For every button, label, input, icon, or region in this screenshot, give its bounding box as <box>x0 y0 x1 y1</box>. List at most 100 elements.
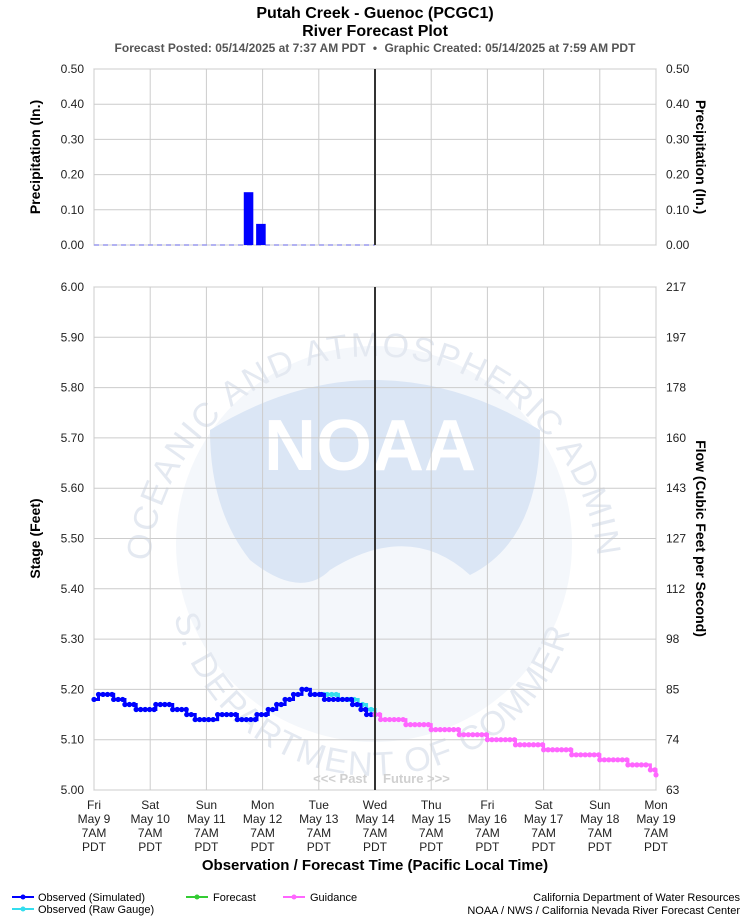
series-point-guidance <box>442 727 448 733</box>
x-tick-line: PDT <box>475 840 500 854</box>
x-tick-line: May 11 <box>187 812 226 826</box>
series-point-observed-simulated <box>278 701 284 708</box>
series-point-observed-simulated <box>133 706 139 713</box>
series-point-guidance <box>554 747 560 753</box>
y-tick-label-right: 178 <box>666 381 686 395</box>
series-point-observed-simulated <box>295 691 301 698</box>
series-point-observed-simulated <box>335 696 341 703</box>
y-tick-label-right: 112 <box>666 582 685 596</box>
x-tick-label: Sat May 10 7AM PDT <box>131 798 171 854</box>
series-point-observed-simulated <box>299 686 305 693</box>
series-point-observed-simulated <box>122 701 128 708</box>
series-point-guidance <box>407 722 414 728</box>
series-point-guidance <box>511 737 517 743</box>
series-point-guidance <box>615 757 621 763</box>
series-point-observed-simulated <box>368 711 374 718</box>
series-point-observed-simulated <box>363 711 370 718</box>
y-tick-label-right: 85 <box>666 682 680 696</box>
y-tick-label: 5.00 <box>61 783 85 797</box>
series-point-guidance <box>559 747 565 753</box>
stage-flow-panel: 5.00 63 5.10 74 5.20 85 5.30 98 5.40 112 5.50 127 5.… <box>27 280 709 854</box>
series-point-guidance <box>396 716 402 723</box>
series-point-guidance <box>530 742 537 748</box>
series-point-observed-simulated <box>153 701 159 708</box>
series-point-guidance <box>376 711 383 718</box>
y-tick-label-right: 74 <box>666 733 680 747</box>
y-tick-label-right: 63 <box>666 783 680 797</box>
series-point-guidance <box>625 762 631 768</box>
series-point-observed-simulated <box>286 696 293 703</box>
series-point-observed-simulated <box>330 696 337 703</box>
y-tick-label: 5.60 <box>61 481 85 495</box>
precip-bar <box>256 223 266 245</box>
legend-swatch-dot <box>291 894 297 900</box>
series-point-guidance <box>437 727 443 733</box>
y-tick-label: 5.30 <box>61 632 85 646</box>
series-point-guidance <box>400 716 406 723</box>
series-point-observed-simulated <box>344 696 350 703</box>
series-point-guidance <box>465 732 471 738</box>
series-point-observed-simulated <box>290 691 297 698</box>
series-point-observed-simulated <box>162 701 168 708</box>
series-point-observed-simulated <box>170 706 176 713</box>
series-point-guidance <box>606 757 612 763</box>
series-point-guidance <box>470 732 476 738</box>
series-point-guidance <box>425 722 432 728</box>
series-point-observed-simulated <box>349 701 356 708</box>
series-point-observed-simulated <box>91 696 97 703</box>
watermark-logo: NOAA <box>264 406 476 486</box>
series-point-guidance <box>535 742 541 748</box>
x-tick-line: Wed <box>363 798 387 812</box>
series-point-observed-simulated <box>188 711 194 718</box>
x-tick-line: May 19 <box>636 812 676 826</box>
series-point-observed-simulated <box>147 706 153 713</box>
x-tick-line: PDT <box>194 840 219 854</box>
legend-forecast: Forecast <box>186 892 256 904</box>
series-point-observed-simulated <box>166 701 172 708</box>
y-tick-label: 0.20 <box>61 168 85 182</box>
legend-observed-raw: Observed (Raw Gauge) <box>12 904 154 916</box>
series-point-guidance <box>587 752 593 758</box>
series-point-guidance <box>596 752 602 758</box>
series-point-observed-simulated <box>111 696 117 703</box>
x-tick-line: Sun <box>196 798 217 812</box>
y-tick-label-right: 0.20 <box>666 168 690 182</box>
y-tick-label-right: 160 <box>666 431 686 445</box>
y-tick-label: 5.50 <box>61 532 85 546</box>
y-tick-label: 0.10 <box>61 203 85 217</box>
x-tick-line: May 12 <box>243 812 283 826</box>
series-point-observed-simulated <box>104 691 111 698</box>
x-tick-line: May 17 <box>524 812 564 826</box>
series-point-guidance <box>391 716 397 723</box>
x-tick-line: Tue <box>309 798 330 812</box>
series-point-observed-simulated <box>174 706 180 713</box>
x-tick-line: May 14 <box>355 812 395 826</box>
series-point-observed-simulated <box>312 691 318 698</box>
x-tick-label: Mon May 19 7AM PDT <box>636 798 676 854</box>
series-point-observed-simulated <box>151 706 157 713</box>
series-point-guidance <box>578 752 584 758</box>
series-point-guidance <box>652 767 658 773</box>
y-tick-label-right: 0.00 <box>666 238 690 252</box>
series-point-observed-simulated <box>265 706 271 713</box>
y-axis-title-right: Flow (Cubic Feet per Second) <box>693 440 709 637</box>
series-point-guidance <box>582 752 588 758</box>
series-point-observed-raw-gauge <box>333 691 339 698</box>
series-point-guidance <box>638 762 645 768</box>
future-label: Future >>> <box>383 771 450 786</box>
series-point-observed-simulated <box>179 706 185 713</box>
y-tick-label: 5.10 <box>61 733 85 747</box>
series-point-observed-simulated <box>252 716 258 723</box>
series-point-guidance <box>382 716 388 723</box>
series-point-observed-simulated <box>219 711 225 718</box>
series-point-observed-simulated <box>142 706 148 713</box>
legend-label: Observed (Raw Gauge) <box>38 904 154 916</box>
series-point-guidance <box>541 747 547 753</box>
y-tick-label-right: 98 <box>666 632 680 646</box>
x-tick-line: Sat <box>535 798 554 812</box>
series-point-observed-simulated <box>228 711 234 718</box>
series-point-guidance <box>526 742 532 748</box>
y-tick-label-right: 217 <box>666 280 686 294</box>
y-tick-label: 5.80 <box>61 381 85 395</box>
x-tick-line: PDT <box>138 840 163 854</box>
